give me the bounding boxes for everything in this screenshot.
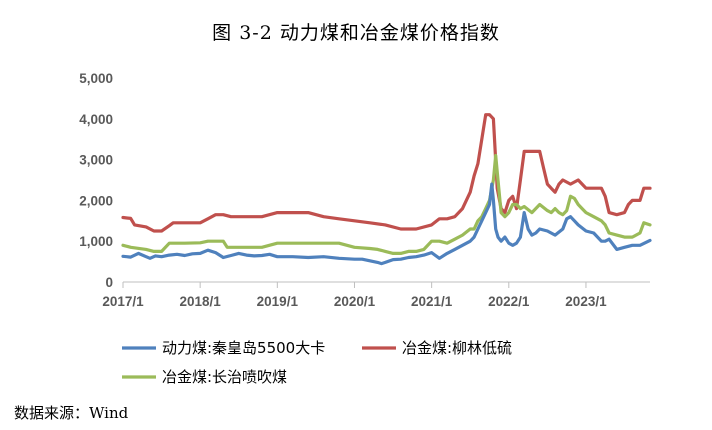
y-tick-label: 1,000 [79, 234, 113, 249]
x-tick-label: 2021/1 [411, 294, 453, 309]
series-line-1 [121, 182, 652, 266]
x-tick-label: 2019/1 [257, 294, 299, 309]
plot-area [121, 113, 652, 266]
y-tick-label: 3,000 [79, 153, 113, 168]
legend-label: 动力煤:秦皇岛5500大卡 [162, 339, 325, 357]
series-line-2 [121, 113, 652, 233]
x-axis: 2017/1 2018/1 2019/1 2020/1 2021/1 2022/1 2023… [102, 281, 650, 309]
legend-label: 冶金煤:柳林低硫 [402, 339, 512, 357]
y-axis: 0 1,000 2,000 3,000 4,000 5,000 [79, 71, 113, 290]
x-tick-label: 2017/1 [102, 294, 144, 309]
y-tick-label: 2,000 [79, 193, 113, 208]
x-tick-label: 2022/1 [488, 294, 530, 309]
y-tick-label: 0 [105, 275, 113, 290]
y-tick-label: 5,000 [79, 71, 113, 86]
x-tick-label: 2023/1 [565, 294, 607, 309]
chart-title: 图 3-2 动力煤和冶金煤价格指数 [212, 22, 500, 44]
x-tick-label: 2020/1 [334, 294, 376, 309]
series-line-3 [121, 153, 652, 255]
data-source-note: 数据来源：Wind [14, 404, 129, 422]
legend-label: 冶金煤:长治喷吹煤 [162, 368, 287, 386]
y-tick-label: 4,000 [79, 112, 113, 127]
x-tick-label: 2018/1 [180, 294, 222, 309]
